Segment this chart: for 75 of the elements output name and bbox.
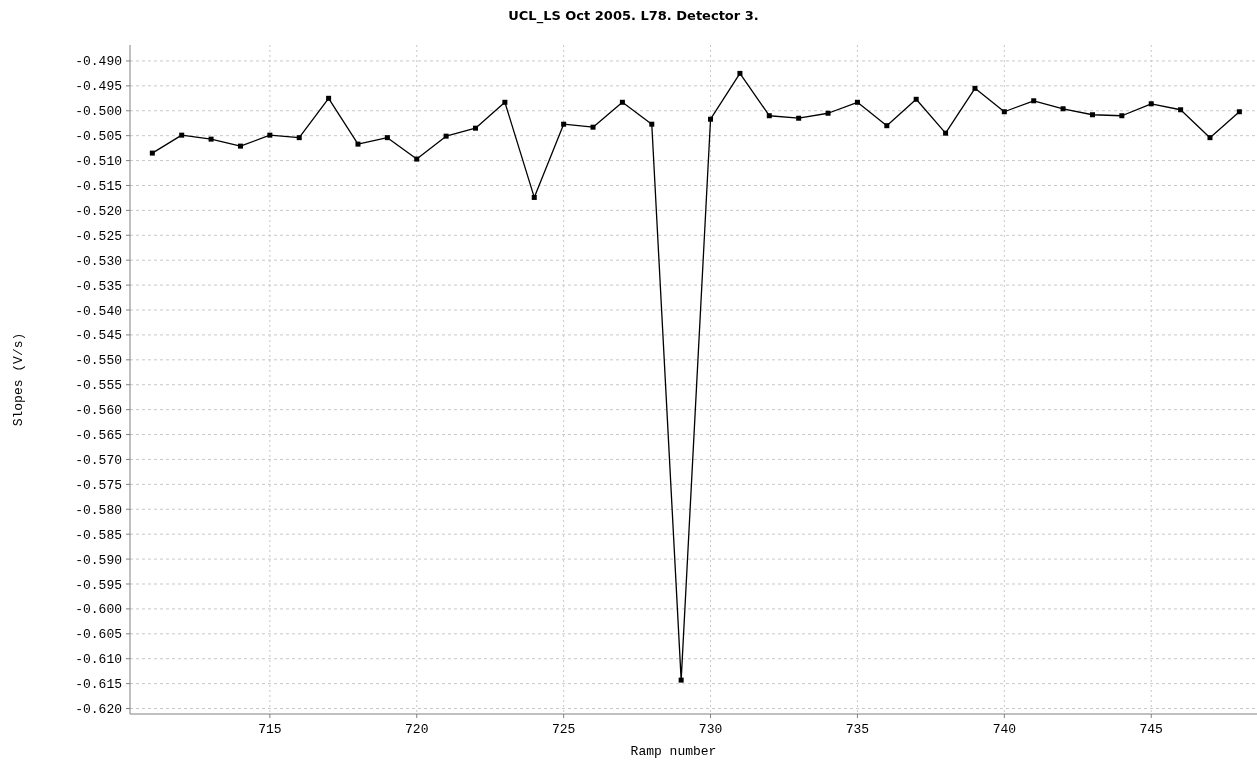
point (296, 135, 302, 141)
point (414, 156, 420, 162)
point (208, 136, 214, 142)
x-tick-label: 720 (405, 722, 429, 737)
point (1207, 135, 1213, 141)
y-tick-label: -0.580 (75, 502, 122, 518)
point (884, 123, 890, 129)
point (943, 130, 949, 136)
y-tick-label: -0.585 (75, 527, 122, 543)
point (678, 677, 684, 683)
point (443, 133, 449, 139)
point (708, 116, 714, 122)
y-tick-label: -0.615 (75, 677, 122, 693)
point (1148, 101, 1154, 107)
y-tick-label: -0.550 (75, 353, 122, 369)
point (237, 143, 243, 149)
y-tick-label: -0.535 (75, 278, 122, 294)
point (854, 99, 860, 105)
x-tick-label: 715 (258, 722, 282, 737)
y-tick-label: -0.490 (75, 54, 122, 70)
chart-title: UCL_LS Oct 2005. L78. Detector 3. (508, 8, 759, 24)
x-tick-label: 745 (1139, 722, 1163, 737)
point (766, 113, 772, 119)
point (1089, 112, 1095, 118)
y-tick-label: -0.575 (75, 477, 122, 493)
x-tick-label: 735 (845, 722, 870, 737)
point (796, 115, 802, 121)
y-axis-title: Slopes (V/s) (11, 332, 26, 427)
point (1178, 107, 1184, 113)
point (1119, 113, 1125, 119)
x-tick-label: 740 (992, 722, 1017, 737)
point (972, 85, 978, 91)
point (179, 132, 185, 138)
y-tick-label: -0.545 (75, 328, 122, 344)
y-tick-label: -0.520 (75, 203, 122, 219)
y-tick-label: -0.560 (75, 403, 122, 419)
y-tick-label: -0.620 (75, 702, 122, 718)
y-tick-label: -0.600 (75, 602, 122, 618)
point (326, 95, 332, 101)
y-tick-label: -0.595 (75, 577, 122, 593)
point (737, 70, 743, 76)
y-tick-label: -0.500 (75, 104, 122, 120)
y-tick-label: -0.530 (75, 253, 122, 269)
x-tick-label: 725 (551, 722, 576, 737)
y-tick-label: -0.525 (75, 228, 122, 244)
y-tick-label: -0.590 (75, 552, 122, 568)
point (149, 150, 155, 156)
point (825, 110, 831, 116)
point (267, 132, 273, 138)
y-tick-label: -0.605 (75, 627, 122, 643)
point (531, 194, 537, 200)
point (1236, 109, 1242, 115)
point (1031, 98, 1037, 104)
y-tick-label: -0.610 (75, 652, 122, 668)
point (619, 99, 625, 105)
point (913, 96, 919, 102)
point (1001, 109, 1007, 115)
y-tick-label: -0.570 (75, 453, 122, 468)
y-tick-label: -0.540 (75, 303, 122, 319)
point (473, 125, 478, 131)
x-tick-label: 730 (698, 722, 723, 737)
point (384, 135, 390, 141)
point (561, 121, 567, 127)
point (1060, 106, 1066, 112)
y-tick-label: -0.510 (75, 154, 122, 170)
point (502, 99, 508, 105)
y-tick-label: -0.565 (75, 428, 122, 444)
y-tick-label: -0.555 (75, 378, 122, 394)
y-tick-label: -0.495 (75, 79, 122, 95)
point (649, 121, 655, 127)
y-tick-label: -0.505 (75, 129, 122, 145)
point (590, 124, 596, 130)
point (355, 141, 361, 147)
y-tick-label: -0.515 (75, 179, 122, 195)
x-axis-title: Ramp number (630, 744, 717, 759)
